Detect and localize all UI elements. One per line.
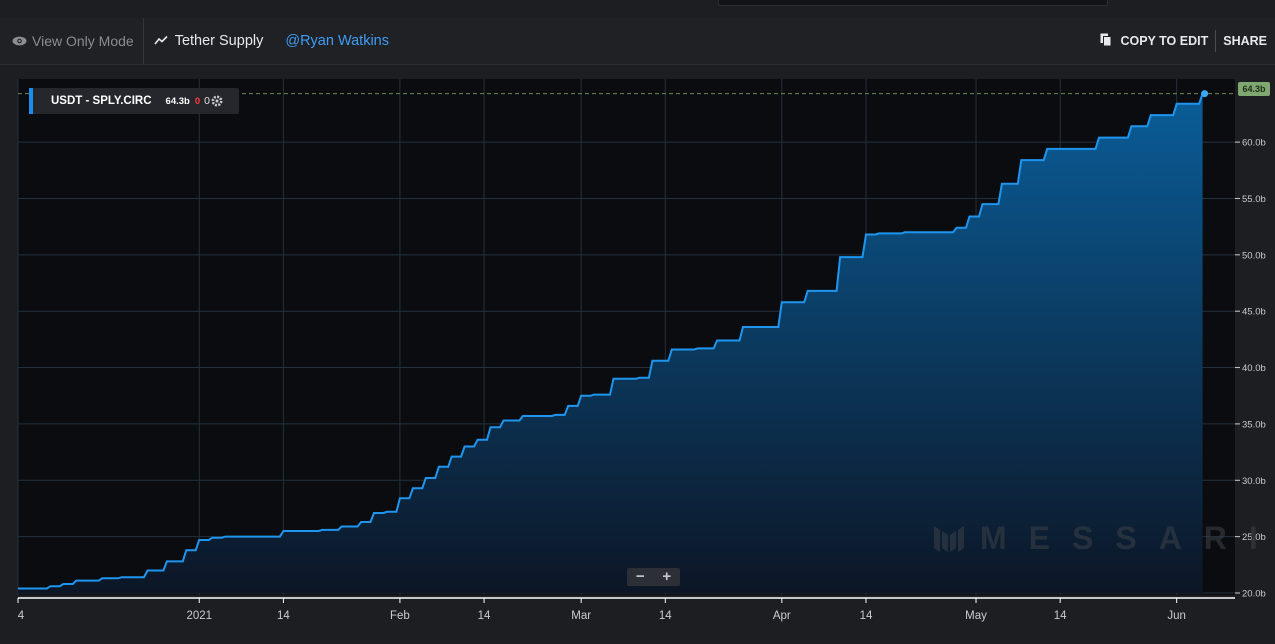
copy-icon (1100, 33, 1112, 50)
chart-title-label: Tether Supply (174, 33, 264, 49)
x-tick-label: May (965, 610, 987, 622)
supply-area (18, 93, 1203, 593)
series-symbol: USDT - SPLY.CIRC (51, 95, 152, 107)
messari-logo-icon (934, 525, 964, 552)
author-link[interactable]: @Ryan Watkins (285, 33, 389, 49)
x-tick-label: 14 (478, 610, 491, 622)
zoom-in-button[interactable]: + (662, 568, 672, 585)
last-value-badge: 64.3b (1238, 82, 1270, 96)
chart-header: View Only Mode Tether Supply @Ryan Watki… (0, 18, 1275, 65)
share-button[interactable]: SHARE (1223, 34, 1267, 48)
last-value-dot (1201, 90, 1209, 98)
series-change: 0 (194, 95, 201, 107)
x-tick-label: Feb (390, 610, 410, 622)
x-tick-label: 14 (1054, 610, 1067, 622)
series-color-swatch (29, 88, 33, 114)
copy-to-edit-label: COPY TO EDIT (1120, 34, 1209, 48)
x-tick-label: 14 (277, 610, 290, 622)
messari-watermark: MESSARI (934, 520, 1275, 557)
y-tick-label: 50.0b (1242, 250, 1266, 261)
search-box[interactable] (718, 0, 1108, 6)
x-tick-label: Apr (773, 610, 791, 622)
chart-title: Tether Supply (144, 33, 264, 49)
gear-icon[interactable] (211, 95, 223, 107)
line-chart-icon (154, 33, 168, 49)
y-tick-label: 60.0b (1242, 138, 1266, 149)
y-tick-label: 45.0b (1242, 307, 1266, 318)
header-actions: COPY TO EDIT SHARE (1090, 18, 1275, 64)
copy-to-edit-button[interactable]: COPY TO EDIT (1090, 18, 1215, 64)
view-only-label: View Only Mode (32, 33, 134, 49)
header-divider (1215, 30, 1217, 52)
view-only-mode: View Only Mode (0, 18, 144, 64)
supply-line (18, 93, 1204, 590)
y-tick-label: 55.0b (1242, 194, 1266, 205)
y-tick-label: 35.0b (1242, 419, 1266, 430)
y-tick-label: 40.0b (1242, 363, 1266, 374)
series-legend[interactable]: USDT - SPLY.CIRC 64.3b 0 0 (29, 88, 239, 114)
series-count: 0 (204, 95, 210, 107)
y-tick-label: 30.0b (1242, 476, 1266, 487)
x-tick-label: 14 (659, 610, 672, 622)
x-tick-label: Jun (1167, 610, 1186, 622)
x-tick-label: 14 (860, 610, 873, 622)
eye-icon (12, 33, 27, 49)
x-tick-label: 4 (18, 610, 25, 622)
y-axis: 20.0b 25.0b 30.0b 35.0b 40.0b 45.0b 50.0b 55.0b… (1235, 138, 1266, 600)
x-axis: 4 2021 14 Feb 14 Mar 14 Apr 14 May 14 Jun (17, 598, 1186, 622)
y-tick-label: 25.0b (1242, 532, 1266, 543)
watermark-text: MESSARI (980, 520, 1275, 556)
x-tick-label: Mar (571, 610, 591, 622)
y-tick-label: 20.0b (1242, 589, 1266, 600)
zoom-out-button[interactable]: − (635, 568, 645, 585)
x-tick-label: 2021 (186, 610, 212, 622)
zoom-controls: − + (627, 568, 680, 586)
series-value: 64.3b (165, 95, 190, 107)
top-strip (0, 0, 1275, 18)
